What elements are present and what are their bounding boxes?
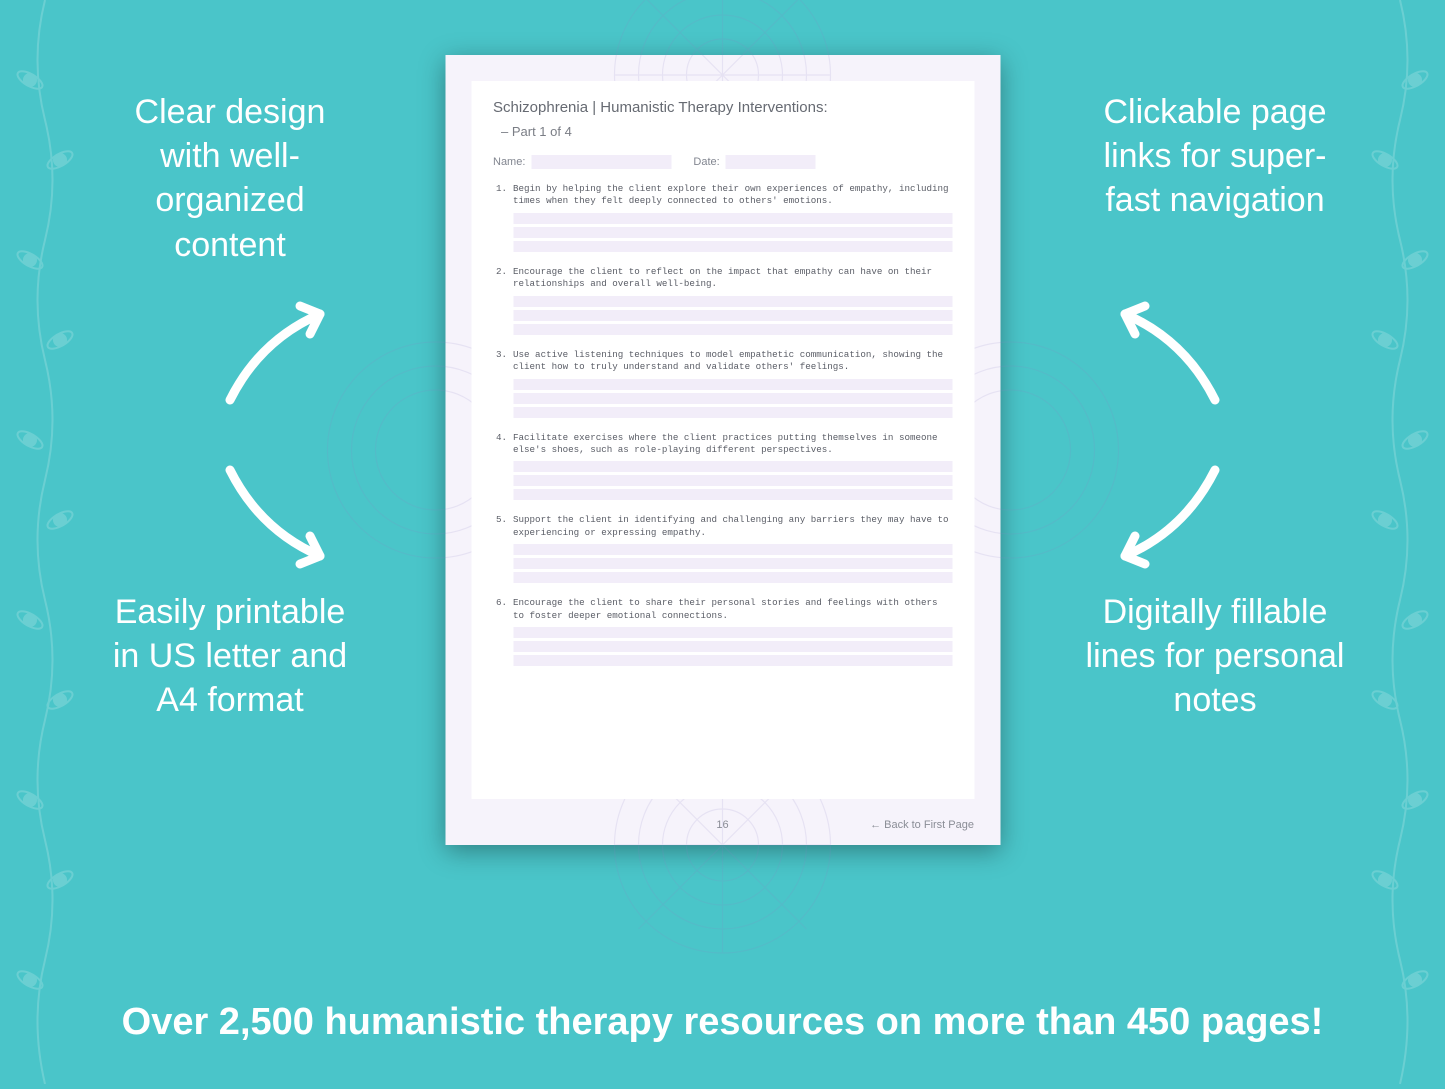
date-label: Date: bbox=[693, 156, 719, 168]
document-page: Schizophrenia | Humanistic Therapy Inter… bbox=[445, 55, 1000, 845]
items-list: 1.Begin by helping the client explore th… bbox=[493, 183, 952, 666]
name-input[interactable] bbox=[531, 155, 671, 169]
fill-lines bbox=[513, 627, 952, 666]
item-number: 2. bbox=[493, 266, 507, 291]
fillable-line[interactable] bbox=[513, 544, 952, 555]
fillable-line[interactable] bbox=[513, 489, 952, 500]
item-text: Encourage the client to share their pers… bbox=[513, 597, 952, 622]
document-title: Schizophrenia | Humanistic Therapy Inter… bbox=[493, 99, 952, 116]
bottom-banner: Over 2,500 humanistic therapy resources … bbox=[0, 1001, 1445, 1044]
fill-lines bbox=[513, 296, 952, 335]
item-text: Begin by helping the client explore thei… bbox=[513, 183, 952, 208]
fillable-line[interactable] bbox=[513, 324, 952, 335]
fillable-line[interactable] bbox=[513, 475, 952, 486]
list-item: 2.Encourage the client to reflect on the… bbox=[493, 266, 952, 335]
fillable-line[interactable] bbox=[513, 655, 952, 666]
item-number: 4. bbox=[493, 432, 507, 457]
list-item: 1.Begin by helping the client explore th… bbox=[493, 183, 952, 252]
callout-bottom-right: Digitally fillable lines for personal no… bbox=[1085, 590, 1345, 723]
fillable-line[interactable] bbox=[513, 379, 952, 390]
callout-top-left: Clear design with well-organized content bbox=[100, 90, 360, 267]
date-input[interactable] bbox=[726, 155, 816, 169]
list-item: 6.Encourage the client to share their pe… bbox=[493, 597, 952, 666]
document-subtitle: – Part 1 of 4 bbox=[493, 124, 952, 139]
back-to-first-page-link[interactable]: ← Back to First Page bbox=[870, 819, 974, 831]
fillable-line[interactable] bbox=[513, 213, 952, 224]
floral-decoration-right bbox=[1355, 0, 1445, 1084]
floral-decoration-left bbox=[0, 0, 90, 1084]
fillable-line[interactable] bbox=[513, 241, 952, 252]
fillable-line[interactable] bbox=[513, 572, 952, 583]
fillable-line[interactable] bbox=[513, 296, 952, 307]
meta-row: Name: Date: bbox=[493, 155, 952, 169]
item-number: 6. bbox=[493, 597, 507, 622]
item-text: Encourage the client to reflect on the i… bbox=[513, 266, 952, 291]
item-text: Use active listening techniques to model… bbox=[513, 349, 952, 374]
fillable-line[interactable] bbox=[513, 627, 952, 638]
page-footer: 16 ← Back to First Page bbox=[471, 819, 974, 831]
item-number: 1. bbox=[493, 183, 507, 208]
name-label: Name: bbox=[493, 156, 525, 168]
fillable-line[interactable] bbox=[513, 310, 952, 321]
fill-lines bbox=[513, 213, 952, 252]
fillable-line[interactable] bbox=[513, 641, 952, 652]
fill-lines bbox=[513, 544, 952, 583]
fillable-line[interactable] bbox=[513, 558, 952, 569]
item-text: Support the client in identifying and ch… bbox=[513, 514, 952, 539]
list-item: 3.Use active listening techniques to mod… bbox=[493, 349, 952, 418]
item-text: Facilitate exercises where the client pr… bbox=[513, 432, 952, 457]
page-content-area: Schizophrenia | Humanistic Therapy Inter… bbox=[471, 81, 974, 799]
fillable-line[interactable] bbox=[513, 227, 952, 238]
fill-lines bbox=[513, 379, 952, 418]
list-item: 5.Support the client in identifying and … bbox=[493, 514, 952, 583]
callout-top-right: Clickable page links for super-fast navi… bbox=[1085, 90, 1345, 223]
list-item: 4.Facilitate exercises where the client … bbox=[493, 432, 952, 501]
item-number: 5. bbox=[493, 514, 507, 539]
item-number: 3. bbox=[493, 349, 507, 374]
callout-bottom-left: Easily printable in US letter and A4 for… bbox=[100, 590, 360, 723]
page-number: 16 bbox=[716, 819, 728, 831]
fillable-line[interactable] bbox=[513, 407, 952, 418]
fillable-line[interactable] bbox=[513, 393, 952, 404]
fillable-line[interactable] bbox=[513, 461, 952, 472]
fill-lines bbox=[513, 461, 952, 500]
